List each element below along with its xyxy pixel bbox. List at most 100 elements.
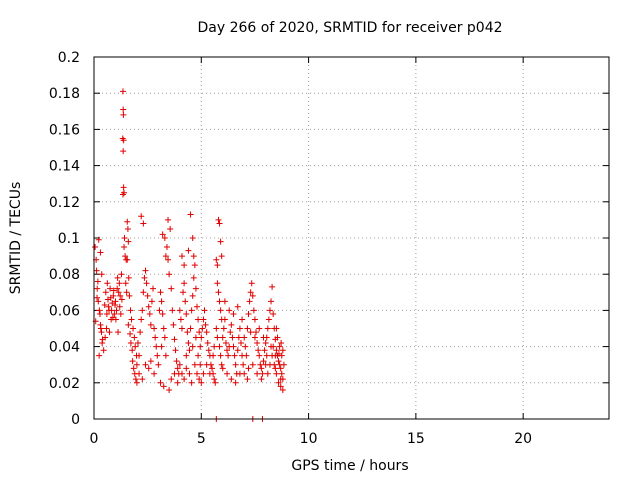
data-point [279,347,286,354]
data-point [218,361,225,368]
data-point [213,325,220,332]
data-point [93,267,100,274]
data-point [136,352,143,359]
data-point [130,365,137,372]
data-point [235,334,242,341]
data-point [139,376,146,383]
data-point [117,292,124,299]
data-point [95,236,102,243]
data-point [239,316,246,323]
data-point [237,339,244,346]
data-point [120,106,127,113]
data-point [120,137,127,144]
data-point [124,256,131,263]
data-point [169,307,176,314]
data-point [253,329,260,336]
data-point [162,253,169,260]
data-point [275,350,282,357]
data-point [167,225,174,232]
data-point [142,267,149,274]
data-point [166,271,173,278]
data-point [222,339,229,346]
data-point [154,352,161,359]
data-point [276,343,283,350]
data-point [206,370,213,377]
data-point [217,352,224,359]
data-point [147,358,154,365]
data-point [102,334,109,341]
data-point [230,311,237,318]
data-point [246,298,253,305]
data-point [188,307,195,314]
data-point [209,365,216,372]
data-point [159,231,166,238]
data-point [240,361,247,368]
data-point [142,361,149,368]
data-point [214,262,221,269]
data-point [278,370,285,377]
data-point [178,253,185,260]
data-point [116,303,123,310]
data-point [116,280,123,287]
data-point [125,321,132,328]
y-tick-label: 0.1 [58,231,80,247]
data-point [242,343,249,350]
data-point [241,334,248,341]
data-point [120,111,127,118]
data-point [150,285,157,292]
data-point [168,285,175,292]
data-point [103,325,110,332]
data-point [260,358,267,365]
data-point [132,343,139,350]
data-point [92,244,99,251]
data-point [234,303,241,310]
data-point [236,325,243,332]
axis-ticks: 0 5 10 15 20 0 0.02 0.04 0.06 0.08 0.1 0.12 0.14 0.16… [49,50,609,447]
plot-frame [93,56,610,420]
data-point [268,298,275,305]
data-point [181,280,188,287]
data-point [234,347,241,354]
data-point [112,316,119,323]
data-point [127,307,134,314]
data-point [157,379,164,386]
data-point [163,244,170,251]
y-tick-label: 0.2 [58,50,80,66]
data-point [189,343,196,350]
data-point [140,289,147,296]
data-point [221,298,228,305]
data-point [192,334,199,341]
y-tick-label: 0.18 [49,86,80,102]
data-point [133,379,140,386]
data-point [224,347,231,354]
data-point [161,235,168,241]
data-point [158,343,165,350]
data-point [191,361,198,368]
data-point [143,280,150,287]
data-point [124,218,131,225]
data-point [131,334,138,341]
data-point [104,280,111,287]
data-point [112,298,119,305]
data-point [211,376,218,383]
data-point [243,352,250,359]
data-point [187,211,194,218]
data-point [123,289,130,296]
data-point [248,280,255,287]
data-point [118,271,125,278]
data-point [145,303,152,310]
data-point [118,296,125,303]
y-axis-label: SRMTID / TECUs [8,182,24,295]
data-point [178,370,185,377]
data-point [125,274,132,281]
data-point [280,361,287,368]
data-point [140,220,147,227]
data-point [127,339,134,346]
data-point [196,329,203,336]
data-point [159,311,166,318]
data-point [158,298,165,305]
data-point [263,334,270,341]
data-point [133,361,140,368]
chart-title: Day 266 of 2020, SRMTID for receiver p04… [197,20,502,36]
data-point [196,376,203,383]
